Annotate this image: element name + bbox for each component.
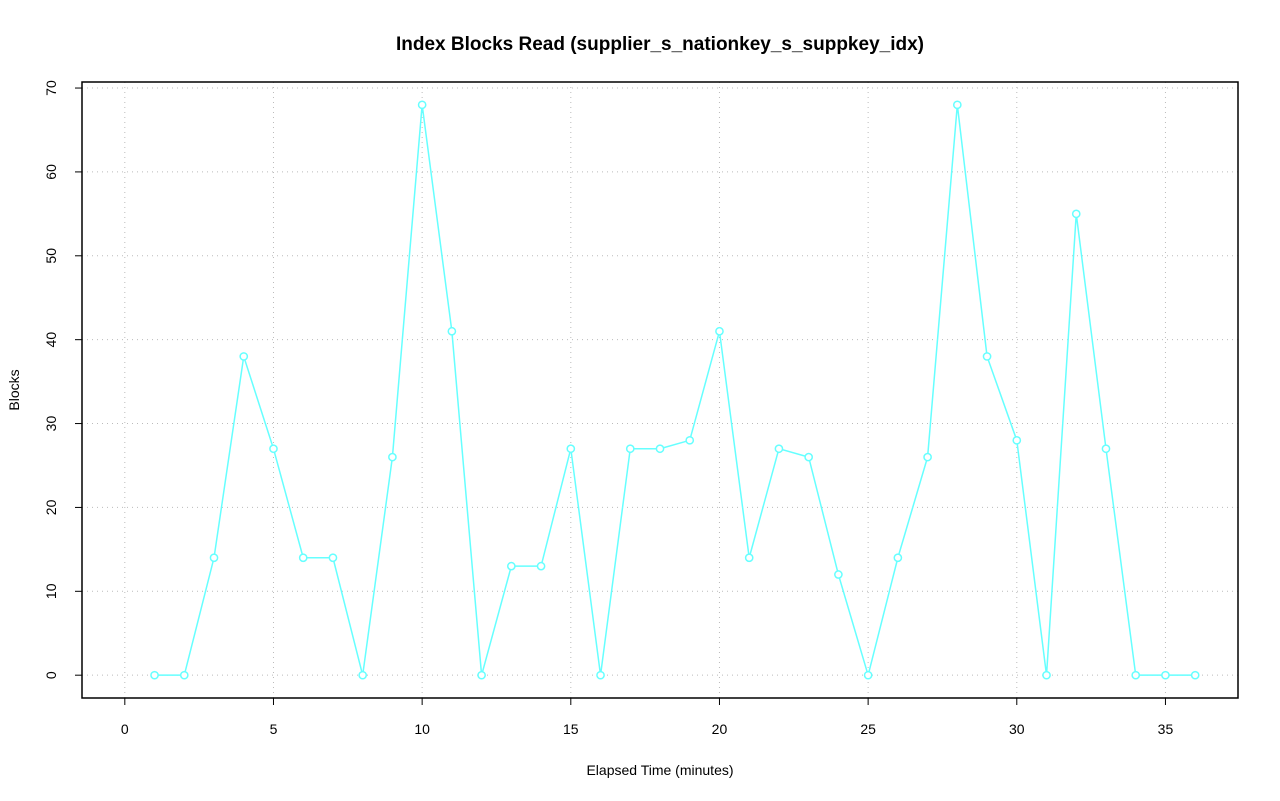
point bbox=[150, 670, 159, 680]
point bbox=[328, 553, 338, 563]
point bbox=[1012, 435, 1022, 445]
point bbox=[239, 352, 249, 361]
point bbox=[536, 561, 546, 571]
y-tick-label: 10 bbox=[43, 583, 59, 599]
point bbox=[923, 452, 932, 462]
point bbox=[715, 326, 724, 336]
y-axis-label: Blocks bbox=[6, 369, 22, 410]
y-tick-label: 60 bbox=[43, 164, 59, 180]
point bbox=[804, 452, 814, 462]
y-tick-label: 30 bbox=[43, 416, 59, 432]
y-tick-label: 20 bbox=[43, 499, 59, 515]
series-line bbox=[154, 104, 1196, 679]
point bbox=[179, 670, 189, 680]
y-tick-label: 0 bbox=[43, 671, 59, 679]
point bbox=[596, 670, 605, 680]
x-tick-label: 0 bbox=[121, 721, 129, 737]
y-tick-label: 40 bbox=[43, 332, 59, 348]
point bbox=[209, 553, 219, 563]
point bbox=[1042, 670, 1051, 680]
plot-frame bbox=[81, 81, 1239, 699]
x-tick-label: 20 bbox=[712, 721, 728, 737]
point bbox=[269, 444, 278, 454]
point bbox=[388, 452, 397, 462]
x-tick-label: 15 bbox=[563, 721, 579, 737]
point bbox=[566, 444, 576, 454]
point bbox=[685, 435, 695, 445]
point bbox=[893, 553, 903, 563]
point bbox=[952, 100, 962, 110]
point bbox=[744, 553, 754, 563]
point bbox=[417, 100, 427, 110]
point bbox=[447, 326, 457, 336]
point bbox=[1161, 670, 1170, 680]
point bbox=[1190, 670, 1200, 680]
point bbox=[982, 352, 992, 361]
point bbox=[506, 561, 516, 571]
point bbox=[1101, 444, 1111, 454]
x-tick-label: 10 bbox=[414, 721, 430, 737]
point bbox=[298, 553, 308, 563]
point bbox=[774, 444, 784, 454]
point bbox=[477, 670, 486, 680]
y-tick-label: 50 bbox=[43, 248, 59, 264]
point bbox=[863, 670, 873, 680]
x-tick-label: 30 bbox=[1009, 721, 1025, 737]
point bbox=[834, 570, 843, 579]
point bbox=[1131, 670, 1141, 680]
x-tick-label: 5 bbox=[270, 721, 278, 737]
x-tick-label: 25 bbox=[860, 721, 876, 737]
point bbox=[1071, 209, 1081, 219]
chart-title: Index Blocks Read (supplier_s_nationkey_… bbox=[396, 34, 924, 55]
x-axis-label: Elapsed Time (minutes) bbox=[586, 762, 733, 778]
x-tick-label: 35 bbox=[1158, 721, 1174, 737]
point bbox=[358, 670, 368, 680]
y-tick-label: 70 bbox=[43, 80, 59, 96]
point bbox=[655, 444, 665, 454]
point bbox=[625, 444, 635, 454]
